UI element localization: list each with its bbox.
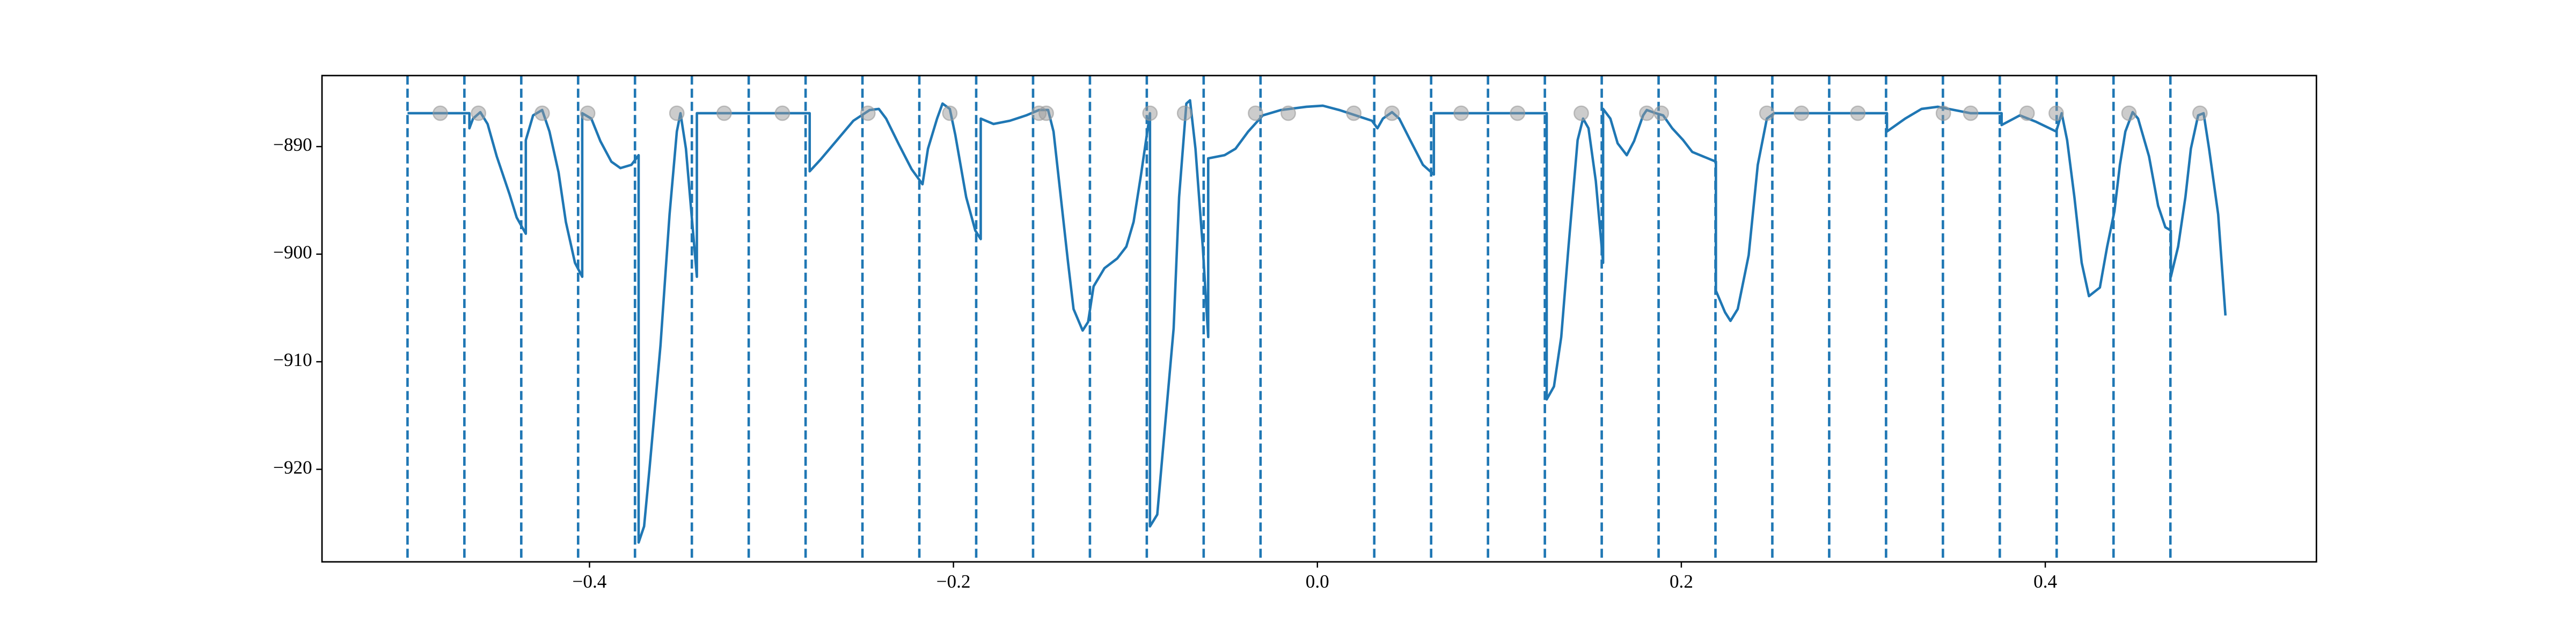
x-tick-label: −0.2 bbox=[936, 571, 971, 592]
y-tick-label: −910 bbox=[273, 349, 312, 370]
data-point bbox=[1248, 105, 1263, 121]
data-point bbox=[2019, 105, 2035, 121]
y-tick-label: −920 bbox=[273, 457, 312, 478]
data-point bbox=[1346, 105, 1362, 121]
x-tick-label: 0.0 bbox=[1306, 571, 1329, 592]
data-point bbox=[1850, 105, 1866, 121]
data-point bbox=[1653, 105, 1670, 121]
data-point bbox=[1176, 105, 1192, 121]
plot-area bbox=[406, 75, 2227, 562]
data-point bbox=[1453, 105, 1469, 121]
data-point bbox=[1038, 105, 1054, 121]
data-point bbox=[1142, 105, 1158, 121]
data-point bbox=[580, 105, 596, 121]
data-point bbox=[1794, 105, 1810, 121]
data-point bbox=[1963, 105, 1979, 121]
data-point bbox=[1574, 105, 1589, 121]
data-point bbox=[433, 105, 448, 121]
x-tick-label: 0.4 bbox=[2033, 571, 2057, 592]
data-point bbox=[716, 105, 732, 121]
x-tick-label: −0.4 bbox=[573, 571, 607, 592]
axes-frame bbox=[321, 75, 2317, 563]
data-point bbox=[1759, 105, 1775, 121]
data-point bbox=[774, 105, 791, 121]
data-point bbox=[1639, 105, 1655, 121]
data-point bbox=[471, 105, 486, 121]
data-point bbox=[2048, 105, 2064, 121]
data-point bbox=[669, 105, 685, 121]
data-point bbox=[2192, 105, 2208, 121]
x-tick-label: 0.2 bbox=[1670, 571, 1693, 592]
y-tick-label: −900 bbox=[273, 242, 312, 263]
data-point bbox=[2121, 105, 2137, 121]
y-tick-label: −890 bbox=[273, 134, 312, 155]
data-point bbox=[1935, 105, 1951, 121]
data-line bbox=[407, 99, 2227, 544]
data-point bbox=[1280, 105, 1296, 121]
data-point bbox=[1510, 105, 1526, 121]
data-point bbox=[860, 105, 876, 121]
data-point bbox=[942, 105, 958, 121]
data-point bbox=[1384, 105, 1400, 121]
data-point bbox=[534, 105, 550, 121]
